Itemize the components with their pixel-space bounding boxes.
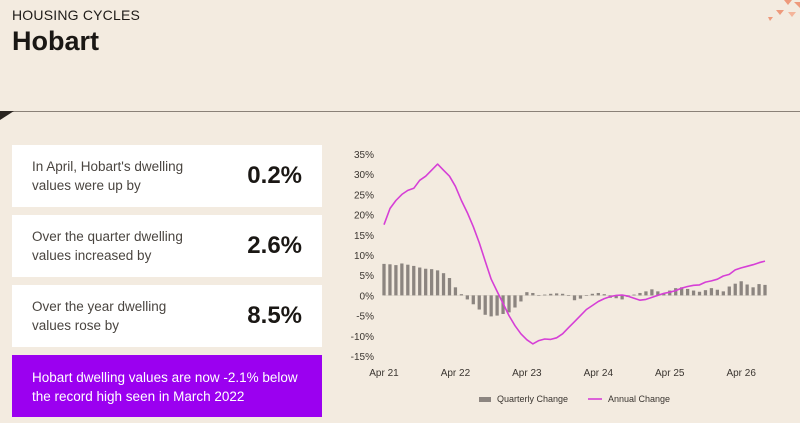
quarterly-change-bar [489, 295, 493, 317]
y-tick-label: 35% [354, 150, 374, 161]
y-tick-label: 30% [354, 170, 374, 181]
quarterly-change-bar [566, 295, 571, 296]
monthly-change-label: In April, Hobart's dwelling values were … [32, 159, 184, 193]
quarterly-change-bar [555, 293, 559, 296]
quarterly-change-bar [596, 292, 600, 296]
quarterly-change-bar [429, 269, 434, 296]
quarterly-change-bar [739, 281, 743, 296]
quarterly-change-bar [680, 287, 684, 296]
monthly-change-value: 0.2% [247, 162, 302, 189]
quarterly-change-label: Over the quarter dwelling values increas… [32, 229, 183, 263]
quarterly-change-bar [513, 295, 517, 308]
quarterly-change-bar [715, 289, 720, 296]
y-tick-label: 10% [354, 251, 374, 262]
decorative-shapes-icon [768, 0, 800, 21]
quarterly-change-bar [697, 291, 702, 296]
quarterly-change-bar [560, 293, 565, 296]
quarterly-change-bar [650, 289, 654, 296]
quarterly-change-bar [435, 270, 440, 296]
x-tick-label: Apr 23 [512, 368, 542, 379]
x-tick-label: Apr 25 [655, 368, 685, 379]
quarterly-change-bar [447, 278, 452, 296]
annual-change-line [383, 163, 766, 345]
quarterly-change-bar [525, 292, 529, 296]
quarterly-change-bar [638, 292, 642, 296]
quarterly-change-bar [721, 291, 725, 296]
quarterly-change-bar [602, 294, 606, 296]
quarterly-change-bar [394, 265, 398, 296]
x-tick-label: Apr 21 [369, 368, 399, 379]
y-tick-label: -15% [351, 352, 374, 363]
quarterly-change-bar [763, 284, 767, 296]
quarterly-change-card: Over the quarter dwelling values increas… [12, 215, 322, 277]
quarterly-change-bar [459, 294, 464, 296]
quarterly-change-bar [418, 267, 422, 296]
y-tick-label: 15% [354, 231, 374, 242]
quarterly-change-bar [614, 295, 618, 299]
quarterly-change-bar [441, 273, 446, 296]
quarterly-change-bar [400, 263, 404, 296]
annual-change-card: Over the year dwelling values rose by 8.… [12, 285, 322, 347]
quarterly-change-bar [543, 294, 547, 296]
quarterly-change-bar [412, 265, 416, 296]
quarterly-change-bar [751, 287, 755, 296]
quarterly-change-bar [733, 283, 737, 296]
quarterly-change-bar [578, 295, 583, 299]
quarterly-change-bar [709, 288, 714, 296]
y-tick-label: 5% [360, 271, 375, 282]
quarterly-change-bar [745, 284, 749, 296]
quarterly-change-bar [727, 286, 731, 296]
annual-change-value: 8.5% [247, 302, 302, 329]
quarterly-change-bar [507, 295, 511, 313]
quarterly-change-bar [453, 287, 458, 296]
divider-marker [0, 111, 14, 120]
quarterly-change-bar [465, 295, 469, 300]
quarterly-change-bar [685, 288, 690, 296]
monthly-change-card: In April, Hobart's dwelling values were … [12, 145, 322, 207]
page-title: Hobart [12, 26, 99, 56]
quarterly-change-bar [519, 295, 523, 302]
quarterly-change-bar [495, 295, 499, 316]
quarterly-change-bar [572, 295, 577, 301]
legend-quarterly-change: Quarterly Change [497, 394, 568, 404]
x-tick-label: Apr 22 [441, 368, 471, 379]
quarterly-change-bar [674, 288, 678, 296]
quarterly-change-bar [477, 295, 481, 310]
quarterly-change-bar [382, 263, 386, 296]
housing-cycle-chart: 35% 30% 25% 20% 15% 10% 5% 0% -5% -10% -15% Apr 21 A… [351, 150, 767, 404]
quarterly-change-bar [549, 293, 553, 296]
quarterly-change-bar [406, 264, 410, 296]
quarterly-change-bar [471, 295, 475, 305]
quarterly-change-bar [483, 295, 487, 315]
x-tick-label: Apr 26 [726, 368, 756, 379]
quarterly-change-bar [632, 294, 636, 296]
quarterly-change-value: 2.6% [247, 232, 302, 259]
quarterly-change-bar [584, 294, 589, 296]
quarterly-change-bar [757, 284, 761, 296]
quarterly-change-bar [531, 292, 535, 296]
record-high-callout: Hobart dwelling values are now -2.1% bel… [12, 355, 322, 417]
x-tick-label: Apr 24 [584, 368, 614, 379]
quarterly-change-bar [388, 264, 392, 296]
quarterly-change-bar [644, 291, 648, 296]
y-tick-label: 20% [354, 211, 374, 222]
section-kicker: HOUSING CYCLES [12, 7, 141, 23]
y-tick-label: 0% [360, 291, 375, 302]
quarterly-change-bar [703, 290, 708, 296]
quarterly-change-bar [662, 293, 666, 296]
quarterly-change-bar [537, 294, 541, 296]
annual-change-label: Over the year dwelling values rose by [32, 299, 167, 333]
y-tick-label: 25% [354, 190, 374, 201]
quarterly-change-bar [691, 290, 696, 296]
y-tick-label: -10% [351, 332, 374, 343]
legend-annual-change: Annual Change [608, 394, 670, 404]
legend-bar-swatch [479, 397, 491, 402]
quarterly-change-bar [424, 268, 428, 296]
quarterly-change-bar [656, 291, 660, 296]
y-tick-label: -5% [356, 312, 374, 323]
quarterly-change-bar [620, 295, 624, 300]
header-divider [0, 111, 800, 112]
quarterly-change-bar [590, 293, 594, 296]
